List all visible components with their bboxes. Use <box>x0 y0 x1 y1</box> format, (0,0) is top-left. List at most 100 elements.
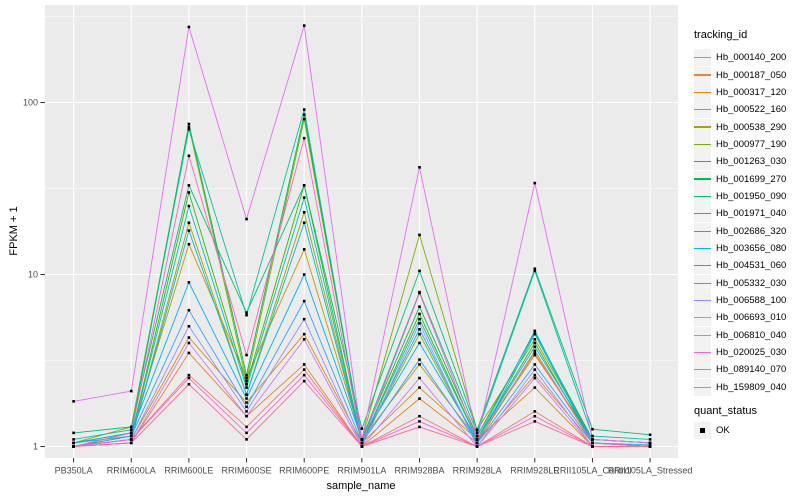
data-point <box>648 438 652 441</box>
data-point <box>591 434 594 438</box>
y-tick-label: 10 <box>28 270 38 280</box>
data-point <box>302 113 306 116</box>
data-point <box>187 382 191 386</box>
data-point <box>245 410 248 413</box>
legend-item-label: Hb_002686_320 <box>716 225 787 237</box>
data-point <box>475 428 479 432</box>
series-color-swatch <box>694 239 711 257</box>
x-tick-label: RRIM600LE <box>164 466 213 476</box>
data-point <box>245 353 248 357</box>
line-swatch-icon <box>694 195 711 198</box>
data-point <box>245 397 248 400</box>
legend-title-quant-status: quant_status <box>694 404 757 417</box>
data-point <box>648 443 652 447</box>
legend-item-label: Hb_159809_040 <box>716 381 787 393</box>
data-point <box>187 242 191 246</box>
x-tick-label: RRII105LA_Control <box>553 466 631 476</box>
legend-item-ok: OK <box>694 422 798 440</box>
legend-item-Hb_005332_030: Hb_005332_030 <box>694 274 798 292</box>
x-tick-label: PB350LA <box>55 466 93 476</box>
line-swatch-icon <box>694 213 711 215</box>
data-point <box>129 438 133 441</box>
series-color-swatch <box>694 135 711 153</box>
data-point <box>418 291 421 295</box>
series-color-swatch <box>694 101 711 119</box>
legend-item-Hb_006693_010: Hb_006693_010 <box>694 309 798 327</box>
series-color-swatch <box>694 205 711 223</box>
data-point <box>533 353 537 357</box>
data-point <box>302 221 306 225</box>
data-point <box>187 373 191 377</box>
data-point <box>187 204 191 208</box>
line-swatch-icon <box>694 317 711 319</box>
data-point <box>648 433 652 437</box>
series-color-swatch <box>694 118 711 136</box>
data-point <box>245 393 248 397</box>
series-color-swatch <box>694 344 711 362</box>
data-point <box>302 24 306 27</box>
data-point <box>360 438 364 441</box>
data-point <box>302 373 306 377</box>
data-point <box>591 445 594 448</box>
data-point <box>533 181 537 185</box>
data-point <box>302 317 306 321</box>
data-point <box>302 210 306 214</box>
data-point <box>302 338 306 341</box>
data-point <box>418 341 421 345</box>
legend-item-label: Hb_089140_070 <box>716 364 787 376</box>
data-point <box>360 445 364 448</box>
y-tick-label: 100 <box>23 98 38 108</box>
data-point <box>245 382 248 386</box>
legend-item-Hb_000317_120: Hb_000317_120 <box>694 83 798 101</box>
data-point <box>302 117 306 121</box>
data-point <box>418 305 421 308</box>
series-color-swatch <box>694 66 711 84</box>
data-point <box>418 312 421 316</box>
data-point <box>302 379 306 383</box>
line-swatch-icon <box>694 265 711 267</box>
series-color-swatch <box>694 378 711 396</box>
legend-item-label: Hb_000538_290 <box>716 121 787 133</box>
legend-item-label: Hb_004531_060 <box>716 260 787 272</box>
data-point <box>591 438 594 441</box>
data-point <box>418 358 421 361</box>
data-point <box>129 425 133 429</box>
legend-item-label: Hb_006588_100 <box>716 294 787 306</box>
series-color-swatch <box>694 222 711 240</box>
data-point <box>245 401 248 404</box>
legend-item-Hb_000522_160: Hb_000522_160 <box>694 101 798 119</box>
data-point <box>187 308 191 312</box>
data-point <box>418 397 421 400</box>
data-point <box>245 431 248 435</box>
line-swatch-icon <box>694 91 711 93</box>
data-point <box>533 332 537 336</box>
legend-item-label: Hb_001699_270 <box>716 173 787 185</box>
line-swatch-icon <box>694 126 711 128</box>
series-color-swatch <box>694 49 711 67</box>
data-point <box>591 441 594 445</box>
data-point <box>245 405 248 409</box>
data-point <box>302 108 306 111</box>
data-point <box>187 127 191 131</box>
data-point <box>187 25 191 29</box>
legend-item-label: Hb_000140_200 <box>716 52 787 64</box>
legend-item-label: Hb_020025_030 <box>716 347 787 359</box>
line-swatch-icon <box>694 161 711 163</box>
legend-item-Hb_000187_050: Hb_000187_050 <box>694 66 798 84</box>
data-point <box>533 341 537 345</box>
data-point <box>302 299 306 303</box>
legend-item-Hb_159809_040: Hb_159809_040 <box>694 378 798 396</box>
data-point <box>245 414 248 418</box>
legend-item-Hb_003656_080: Hb_003656_080 <box>694 239 798 257</box>
line-swatch-icon <box>694 299 711 302</box>
series-color-swatch <box>694 326 711 344</box>
data-point <box>72 445 75 448</box>
line-swatch-icon <box>694 74 711 76</box>
data-point <box>245 373 248 377</box>
data-point <box>475 431 479 435</box>
legend-item-label: Hb_000977_190 <box>716 138 787 150</box>
data-point <box>187 221 191 225</box>
data-point <box>245 379 248 383</box>
legend-item-Hb_001699_270: Hb_001699_270 <box>694 170 798 188</box>
